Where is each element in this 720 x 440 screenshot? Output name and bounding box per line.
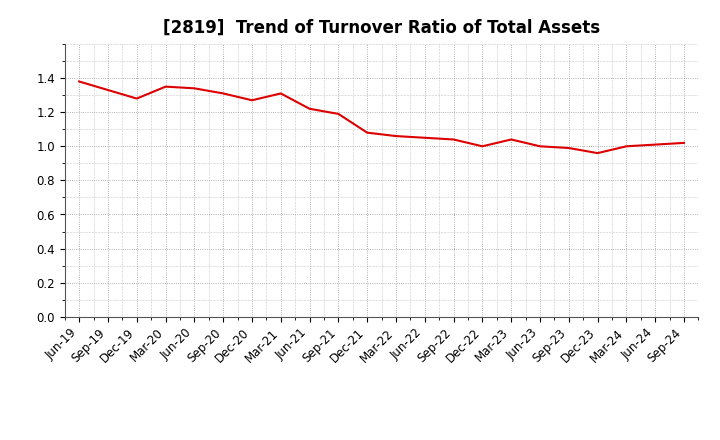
Title: [2819]  Trend of Turnover Ratio of Total Assets: [2819] Trend of Turnover Ratio of Total … xyxy=(163,19,600,37)
